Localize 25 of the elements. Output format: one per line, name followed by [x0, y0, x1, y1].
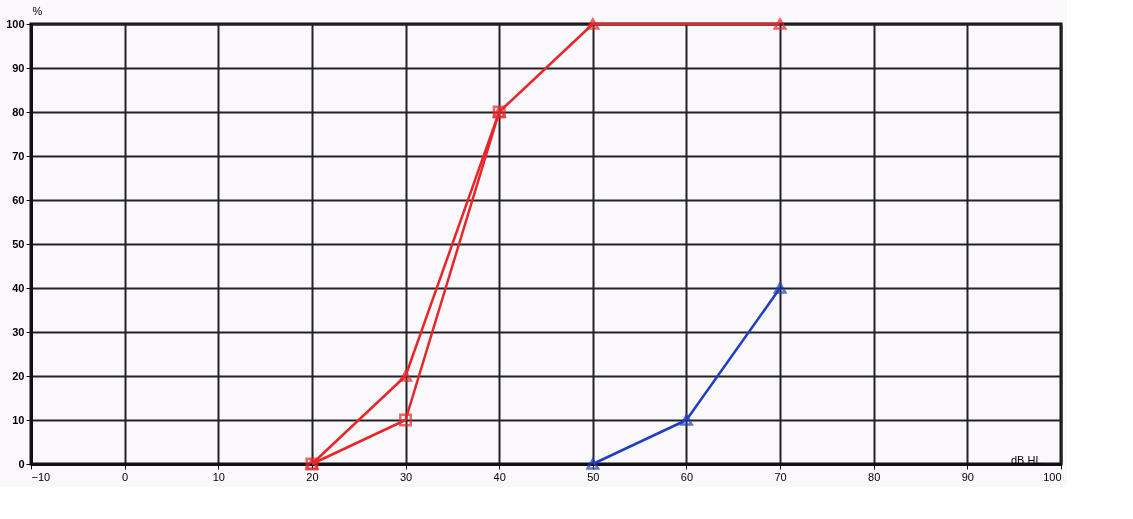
y-axis-title: %	[32, 4, 43, 17]
x-tick-label: 60	[680, 470, 694, 483]
y-tick-label: 0	[18, 457, 25, 470]
x-tick-label: 30	[399, 470, 413, 483]
x-tick-label: 70	[774, 470, 787, 483]
y-tick-label: 50	[12, 237, 25, 250]
x-tick-label: 0	[122, 470, 129, 483]
x-tick-label: 20	[306, 470, 319, 483]
y-tick-label: 60	[12, 193, 25, 206]
y-tick-label: 90	[12, 61, 25, 74]
y-tick-label: 80	[12, 105, 25, 118]
x-axis-title: dB HL	[1010, 453, 1042, 466]
x-tick-label: 10	[212, 470, 225, 483]
x-tick-label: 50	[587, 470, 600, 483]
y-tick-label: 20	[12, 369, 25, 382]
x-tick-label: 90	[961, 470, 974, 483]
x-tick-label: 100	[1043, 470, 1062, 483]
x-tick-label: −10	[31, 470, 51, 483]
x-tick-label: 40	[493, 470, 506, 483]
y-tick-label: 100	[6, 17, 25, 30]
y-tick-label: 30	[12, 325, 25, 338]
y-tick-label: 40	[12, 281, 25, 294]
x-tick-label: 80	[868, 470, 881, 483]
y-tick-label: 10	[12, 413, 25, 426]
y-tick-label: 70	[12, 149, 25, 162]
